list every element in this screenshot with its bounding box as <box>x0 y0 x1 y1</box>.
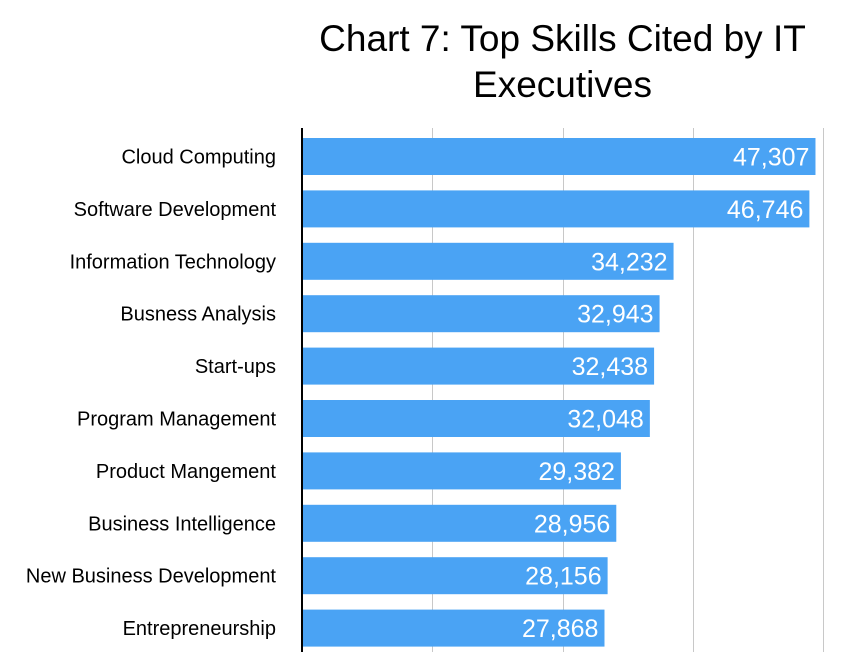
category-label: Entrepreneurship <box>123 618 276 640</box>
label-layer: Cloud Computing 47,307 Software Developmen… <box>26 144 810 644</box>
bar <box>303 138 816 175</box>
value-label: 46,746 <box>727 196 803 224</box>
bar <box>303 190 810 228</box>
category-label: Product Mangement <box>96 461 277 483</box>
category-label: Information Technology <box>70 251 276 273</box>
bar <box>303 557 608 595</box>
value-label: 32,048 <box>567 406 643 434</box>
category-label: Start-ups <box>195 356 276 378</box>
value-label: 32,438 <box>572 353 648 381</box>
category-label: Program Management <box>77 409 276 431</box>
chart-title: Chart 7: Top Skills Cited by IT Executiv… <box>319 18 806 105</box>
value-label: 34,232 <box>591 248 667 276</box>
bar <box>303 609 605 647</box>
bar <box>303 452 621 490</box>
bar <box>303 295 660 333</box>
bar <box>303 242 674 280</box>
category-label: Busness Analysis <box>120 304 276 326</box>
category-label: Cloud Computing <box>121 147 276 169</box>
value-label: 29,382 <box>538 458 614 486</box>
category-label: Business Intelligence <box>88 513 276 535</box>
category-label: Software Development <box>74 199 277 221</box>
bar <box>303 400 650 437</box>
value-label: 28,956 <box>534 510 610 538</box>
bar <box>303 347 655 385</box>
value-label: 27,868 <box>522 615 598 643</box>
bar <box>303 504 617 542</box>
category-label: New Business Development <box>26 566 277 588</box>
value-label: 32,943 <box>577 301 653 329</box>
value-label: 47,307 <box>733 144 809 172</box>
bar-layer <box>303 138 816 647</box>
value-label: 28,156 <box>525 563 601 591</box>
